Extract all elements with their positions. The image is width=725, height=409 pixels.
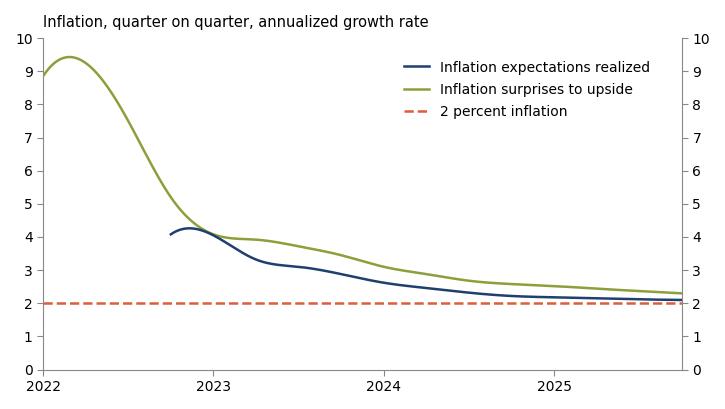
Text: Inflation, quarter on quarter, annualized growth rate: Inflation, quarter on quarter, annualize…: [43, 15, 428, 30]
Legend: Inflation expectations realized, Inflation surprises to upside, 2 percent inflat: Inflation expectations realized, Inflati…: [399, 55, 656, 125]
